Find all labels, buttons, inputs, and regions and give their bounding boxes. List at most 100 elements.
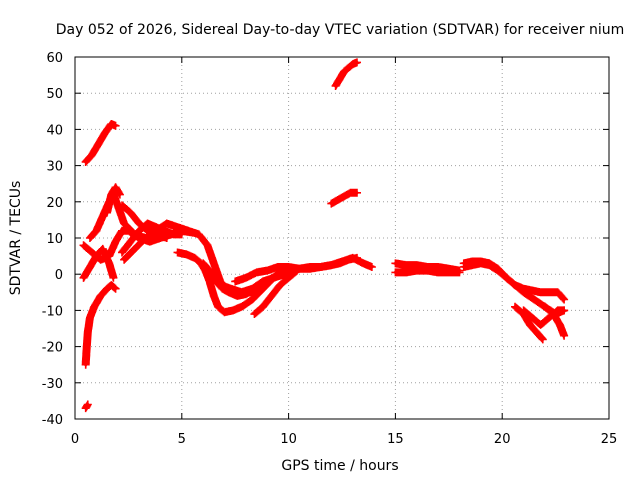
data-point <box>349 191 353 195</box>
data-point <box>250 298 254 302</box>
data-point <box>148 240 152 244</box>
y-tick-label: 10 <box>46 232 63 247</box>
data-point <box>287 276 291 280</box>
data-point <box>120 250 124 254</box>
data-point <box>146 229 150 233</box>
data-point <box>351 62 355 66</box>
data-point <box>163 229 167 233</box>
data-point <box>176 250 180 254</box>
x-tick-label: 20 <box>494 432 511 447</box>
data-point <box>539 290 543 294</box>
axis-ticks <box>74 56 610 420</box>
data-point <box>532 298 536 302</box>
data-point <box>205 243 209 247</box>
data-point <box>120 229 124 233</box>
data-point <box>447 270 451 274</box>
data-point <box>165 236 169 240</box>
series-track-a <box>81 120 120 166</box>
data-point <box>212 294 216 298</box>
data-point <box>103 131 107 135</box>
data-point <box>186 229 190 233</box>
data-point <box>96 142 100 146</box>
data-point <box>361 261 365 265</box>
data-point <box>530 316 534 320</box>
data-point <box>176 225 180 229</box>
data-point <box>126 229 130 233</box>
data-point <box>329 202 333 206</box>
data-point <box>393 270 397 274</box>
data-point <box>105 211 109 215</box>
series-track-r <box>327 188 361 208</box>
y-tick-label: -10 <box>42 304 63 319</box>
series-track-f <box>79 244 118 282</box>
data-point <box>114 185 118 189</box>
data-point <box>551 312 555 316</box>
x-tick-label: 0 <box>71 432 79 447</box>
data-point <box>355 256 359 260</box>
data-point <box>415 269 419 273</box>
data-point <box>216 305 220 309</box>
data-point <box>122 222 126 226</box>
data-point <box>342 69 346 73</box>
data-point <box>146 222 150 226</box>
series-track-q <box>331 58 361 90</box>
y-tick-label: 50 <box>46 87 63 102</box>
data-point <box>114 240 118 244</box>
data-point <box>85 345 89 349</box>
data-point <box>513 283 517 287</box>
data-point <box>556 290 560 294</box>
data-point <box>197 232 201 236</box>
data-point <box>154 229 158 233</box>
y-tick-label: -30 <box>42 377 63 392</box>
data-point <box>404 270 408 274</box>
series-markers <box>81 281 120 369</box>
y-tick-label: 30 <box>46 160 63 175</box>
data-point <box>342 194 346 198</box>
series-track-b <box>81 281 120 369</box>
data-point <box>94 254 98 258</box>
x-tick-label: 10 <box>280 432 297 447</box>
data-point <box>109 193 113 197</box>
data-point <box>244 276 248 280</box>
data-point <box>107 261 111 265</box>
data-point <box>276 265 280 269</box>
data-point <box>88 316 92 320</box>
data-point <box>92 305 96 309</box>
data-point <box>84 363 88 367</box>
data-point <box>255 270 259 274</box>
y-tick-label: 0 <box>55 268 63 283</box>
series-markers <box>327 188 361 208</box>
data-point <box>101 247 105 251</box>
data-point <box>522 308 526 312</box>
data-point <box>547 316 551 320</box>
data-point <box>137 222 141 226</box>
x-tick-label: 5 <box>178 432 186 447</box>
data-point <box>338 77 342 81</box>
x-tick-label: 15 <box>387 432 404 447</box>
data-point <box>462 265 466 269</box>
data-point <box>562 308 566 312</box>
data-point <box>99 294 103 298</box>
data-point <box>370 265 374 269</box>
data-point <box>193 256 197 260</box>
data-point <box>522 290 526 294</box>
y-tick-label: -20 <box>42 341 63 356</box>
series-markers <box>81 120 120 166</box>
data-point <box>88 265 92 269</box>
data-point <box>319 265 323 269</box>
data-point <box>184 252 188 256</box>
data-point <box>109 122 113 126</box>
y-tick-label: 60 <box>46 51 63 66</box>
data-point <box>101 214 105 218</box>
data-point <box>201 261 205 265</box>
data-point <box>270 294 274 298</box>
data-point <box>479 261 483 265</box>
data-point <box>308 265 312 269</box>
data-point <box>82 243 86 247</box>
series-markers <box>81 400 92 413</box>
data-point <box>436 270 440 274</box>
data-point <box>562 298 566 302</box>
data-point <box>233 279 237 283</box>
data-point <box>235 294 239 298</box>
series-track-w <box>511 302 547 344</box>
